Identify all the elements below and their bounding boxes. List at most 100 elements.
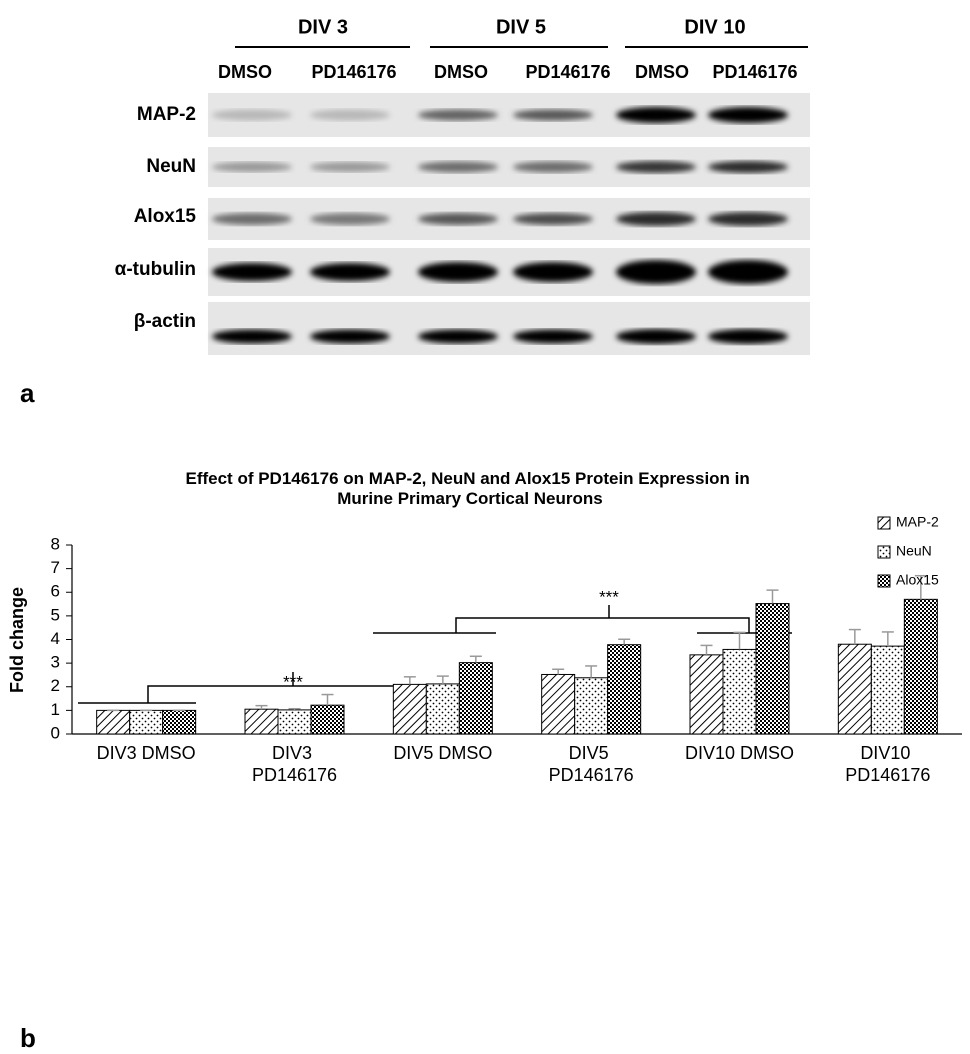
- x-tick-label: DIV3 PD146176: [252, 743, 337, 785]
- y-tick-label: 5: [51, 605, 60, 624]
- y-tick-label: 6: [51, 582, 60, 601]
- blot-strip: [208, 302, 810, 355]
- bar: [393, 684, 426, 734]
- error-bar: [701, 645, 713, 654]
- blot-band: [616, 161, 696, 173]
- x-tick-label: DIV5 DMSO: [393, 743, 492, 763]
- bar: [904, 599, 937, 734]
- blot-band: [418, 110, 498, 121]
- blot-band: [310, 110, 390, 121]
- bar: [245, 709, 278, 734]
- error-bar: [322, 695, 334, 706]
- figure: DIV 3 DIV 5 DIV 10 DMSO PD146176 DMSO PD146176…: [0, 0, 970, 1054]
- blot-band: [616, 107, 696, 123]
- bar: [838, 644, 871, 734]
- blot-band: [418, 330, 498, 344]
- blot-band: [513, 213, 593, 225]
- bar: [311, 705, 344, 734]
- group-label: DIV 10: [684, 16, 745, 38]
- error-bar: [618, 639, 630, 644]
- blot-band: [616, 260, 696, 284]
- blot-band: [708, 107, 788, 123]
- error-bar: [585, 666, 597, 678]
- y-tick-label: 4: [51, 629, 60, 648]
- bar: [756, 604, 789, 734]
- blot-band: [616, 212, 696, 226]
- group-label: DIV 3: [298, 16, 348, 38]
- x-tick-label: DIV3 DMSO: [97, 743, 196, 763]
- legend-swatch: [878, 517, 890, 529]
- blot-band: [212, 213, 292, 225]
- bar: [690, 655, 723, 734]
- bar: [97, 710, 130, 734]
- blot-band: [212, 110, 292, 121]
- row-label: NeuN: [146, 156, 196, 177]
- x-tick-label: DIV5 PD146176: [549, 743, 634, 785]
- legend-swatch: [878, 575, 890, 587]
- legend-label: Alox15: [896, 572, 939, 588]
- bar: [163, 710, 196, 734]
- blot-band: [616, 329, 696, 344]
- bar: [542, 674, 575, 734]
- bar: [459, 663, 492, 734]
- row-label: β-actin: [134, 311, 196, 332]
- bar: [426, 684, 459, 734]
- panel-label: a: [20, 378, 35, 408]
- lane-label: PD146176: [712, 62, 797, 82]
- legend-label: NeuN: [896, 543, 932, 559]
- lane-label: DMSO: [434, 62, 488, 82]
- blot-band: [310, 263, 390, 281]
- bar: [130, 710, 163, 734]
- blot-band: [708, 161, 788, 173]
- bar: [575, 678, 608, 734]
- error-bar: [552, 669, 564, 674]
- legend-swatch: [878, 546, 890, 558]
- bar: [608, 645, 641, 734]
- blot-band: [418, 262, 498, 282]
- blot-band: [418, 213, 498, 225]
- blot-band: [212, 330, 292, 344]
- blot-band: [513, 262, 593, 282]
- x-tick-label: DIV10 PD146176: [845, 743, 930, 785]
- error-bar: [734, 632, 746, 649]
- legend-label: MAP-2: [896, 514, 939, 530]
- blot-band: [310, 162, 390, 172]
- blot-band: [708, 212, 788, 226]
- y-tick-label: 8: [51, 534, 60, 553]
- bar: [723, 649, 756, 734]
- bar: [871, 646, 904, 734]
- blot-band: [212, 263, 292, 281]
- error-bar: [404, 677, 416, 685]
- error-bar: [882, 632, 894, 646]
- lane-label: DMSO: [635, 62, 689, 82]
- error-bar: [849, 630, 861, 645]
- blot-band: [310, 213, 390, 225]
- blot-band: [708, 260, 788, 284]
- blot-band: [513, 110, 593, 121]
- blot-band: [310, 330, 390, 344]
- panel-label: b: [20, 1023, 36, 1053]
- group-label: DIV 5: [496, 16, 546, 38]
- error-bar: [437, 676, 449, 684]
- y-axis-label: Fold change: [7, 587, 27, 693]
- row-label: α-tubulin: [115, 259, 196, 280]
- lane-label: DMSO: [218, 62, 272, 82]
- y-tick-label: 7: [51, 558, 60, 577]
- blot-band: [513, 330, 593, 344]
- annotation: ***: [599, 587, 619, 606]
- blot-band: [418, 162, 498, 173]
- row-label: MAP-2: [137, 104, 196, 125]
- y-tick-label: 3: [51, 653, 60, 672]
- chart-title: Effect of PD146176 on MAP-2, NeuN and Al…: [185, 469, 754, 508]
- bar: [278, 710, 311, 734]
- error-bar: [256, 706, 268, 710]
- blot-band: [513, 162, 593, 173]
- lane-label: PD146176: [525, 62, 610, 82]
- error-bar: [767, 590, 779, 603]
- y-tick-label: 1: [51, 700, 60, 719]
- blot-band: [708, 329, 788, 344]
- error-bar: [470, 656, 482, 662]
- blot-band: [212, 162, 292, 172]
- lane-label: PD146176: [311, 62, 396, 82]
- y-tick-label: 2: [51, 676, 60, 695]
